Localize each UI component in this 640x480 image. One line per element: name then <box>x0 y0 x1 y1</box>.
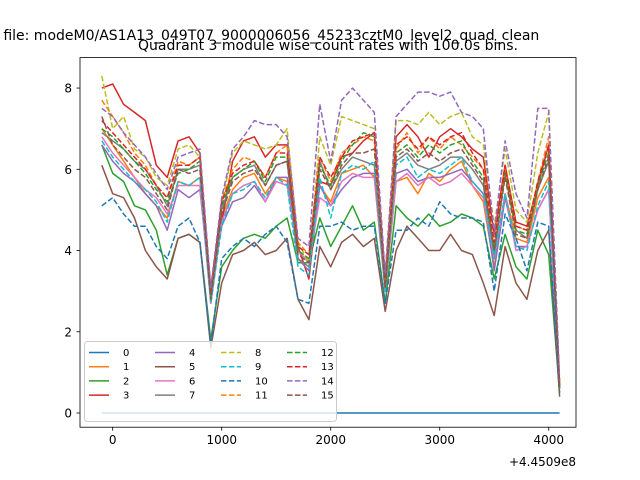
series-line-5 <box>101 164 561 397</box>
legend-label-10: 10 <box>255 376 268 387</box>
legend-label-3: 3 <box>123 391 129 402</box>
series-line-10 <box>101 196 561 393</box>
legend-label-4: 4 <box>189 348 195 359</box>
legend-label-6: 6 <box>189 376 195 387</box>
y-tick-label: 8 <box>64 82 72 96</box>
series-line-13 <box>101 120 561 385</box>
legend-label-5: 5 <box>189 362 195 373</box>
legend-label-13: 13 <box>321 362 334 373</box>
x-tick-label: 1000 <box>206 433 237 447</box>
y-tick-label: 2 <box>64 325 72 339</box>
series-line-12 <box>101 128 561 389</box>
legend-box <box>84 341 337 422</box>
y-axis-ticks: 0 2 4 6 8 <box>64 82 80 420</box>
series-line-14 <box>101 87 561 381</box>
y-tick-label: 6 <box>64 163 72 177</box>
legend-label-2: 2 <box>123 376 129 387</box>
legend-label-12: 12 <box>321 348 334 359</box>
series-line-9 <box>101 140 561 389</box>
y-tick-label: 4 <box>64 244 72 258</box>
legend-label-0: 0 <box>123 348 129 359</box>
legend-label-15: 15 <box>321 391 334 402</box>
series-line-15 <box>101 116 561 389</box>
legend-label-1: 1 <box>123 362 129 373</box>
series-layer <box>101 75 561 414</box>
axes-frame <box>79 57 577 428</box>
y-tick-label: 0 <box>64 406 72 420</box>
legend-label-11: 11 <box>255 391 268 402</box>
legend-label-7: 7 <box>189 391 195 402</box>
series-line-8 <box>101 75 561 385</box>
x-axis-ticks: 0 1000 2000 3000 4000 <box>109 427 564 447</box>
plot-title: Quadrant 3 module wise count rates with … <box>138 38 518 54</box>
legend-label-9: 9 <box>255 362 261 373</box>
figure-suptitle: n file: modeM0/AS1A13_049T07_9000006056_… <box>0 28 539 44</box>
legend-label-8: 8 <box>255 348 261 359</box>
x-tick-label: 0 <box>109 433 117 447</box>
x-tick-label: 4000 <box>533 433 564 447</box>
x-tick-label: 2000 <box>315 433 346 447</box>
series-line-11 <box>101 99 561 385</box>
legend-label-14: 14 <box>321 376 334 387</box>
x-offset-label: +4.4509e8 <box>509 455 576 469</box>
x-tick-label: 3000 <box>424 433 455 447</box>
